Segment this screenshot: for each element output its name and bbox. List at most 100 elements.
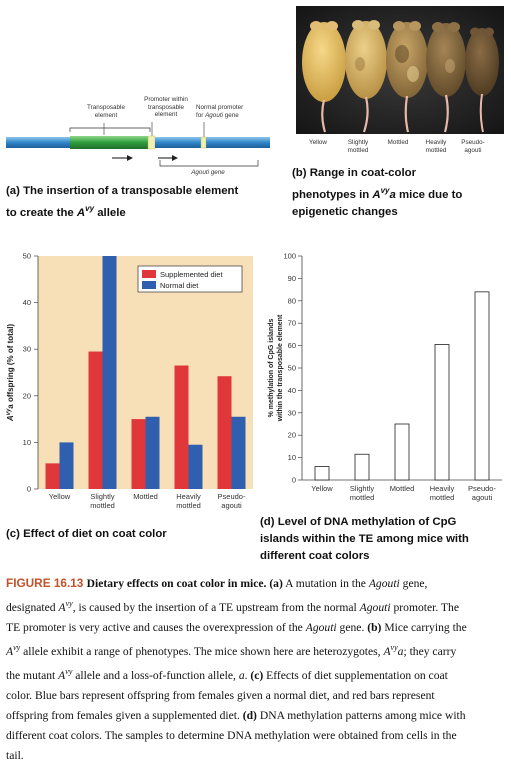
dna-strand-right	[155, 137, 270, 148]
panel-a: Transposable element Promoter within tra…	[0, 0, 275, 225]
figure-label: FIGURE 16.13	[6, 576, 87, 590]
bar-normal-mottled	[145, 416, 160, 489]
normal-promoter-band	[200, 136, 207, 149]
bar-normal-heavily-mottled	[188, 444, 203, 489]
bar-methylation-pseudo-agouti	[474, 291, 490, 481]
svg-text:% methylation of CpG islands: % methylation of CpG islands	[268, 319, 275, 418]
x-tick-label: Pseudo-	[468, 484, 496, 493]
panel-b: Yellow Slightly mottled Mottled Heavily …	[290, 0, 511, 225]
y-tick-label: 0	[27, 485, 31, 494]
x-tick-label: Heavily	[430, 484, 455, 493]
te-transcription-arrow	[127, 155, 133, 161]
x-tick-label: mottled	[90, 501, 115, 510]
caption-line: tail.	[6, 748, 24, 762]
y-tick-label: 50	[23, 252, 31, 261]
caption-line: the mutant Avy allele and a loss-of-func…	[6, 666, 448, 682]
mouse-mottled	[386, 21, 428, 133]
x-tick-label: agouti	[221, 501, 242, 510]
x-tick-label: Mottled	[390, 484, 415, 493]
figure-caption: FIGURE 16.13 Dietary effects on coat col…	[6, 573, 508, 766]
x-tick-label: Heavily	[176, 492, 201, 501]
bar-methylation-heavily-mottled	[434, 344, 450, 481]
legend-swatch	[142, 281, 156, 289]
svg-text:within the transposable elemen: within the transposable element	[277, 314, 284, 422]
mouse-label-mottled: Mottled	[387, 139, 409, 146]
y-tick-label: 100	[283, 252, 296, 261]
panel-c: 0 10 20 30 40 50 Yellow Slightly mottled Mottled H…	[0, 244, 260, 544]
caption-line: Avy allele exhibit a range of phenotypes…	[6, 642, 457, 658]
te-bracket	[69, 127, 151, 132]
transposable-element	[70, 136, 148, 149]
bar-normal-yellow	[59, 442, 74, 489]
dna-strand-left	[6, 137, 70, 148]
te-promoter-band	[147, 135, 156, 150]
y-tick-label: 20	[288, 431, 296, 440]
bar-normal-pseudo-agouti	[231, 416, 246, 489]
x-tick-label: mottled	[350, 493, 375, 502]
x-tick-label: Yellow	[49, 492, 71, 501]
x-tick-label: mottled	[430, 493, 455, 502]
caption-line: TE promoter is very active and causes th…	[6, 620, 467, 634]
bar-normal-slightly-mottled	[102, 256, 117, 489]
bar-supplemented-pseudo-agouti	[217, 376, 232, 489]
mouse-yellow	[302, 21, 346, 133]
bar-supplemented-heavily-mottled	[174, 365, 189, 489]
panel-d-title: (d) Level of DNA methylation of CpG isla…	[260, 516, 469, 562]
bar-methylation-slightly-mottled	[354, 453, 370, 481]
legend-label: Normal diet	[160, 281, 199, 290]
panel-c-title: (c) Effect of diet on coat color	[6, 528, 167, 540]
x-tick-label: agouti	[472, 493, 493, 502]
mouse-label-heavily-mottled: Heavily mottled	[425, 139, 447, 154]
bar-supplemented-slightly-mottled	[88, 351, 103, 489]
x-tick-label: mottled	[176, 501, 201, 510]
mice-photo	[296, 6, 504, 134]
panel-b-title: (b) Range in coat-color phenotypes in Av…	[292, 167, 463, 218]
y-tick-label: 50	[288, 364, 296, 373]
caption-line: designated Avy, is caused by the inserti…	[6, 599, 459, 614]
panel-d: 0 10 20 30 40 50 60 70 80 90 100 Yellow Slightly mott…	[255, 244, 511, 574]
caption-line: color. Blue bars represent offspring fro…	[6, 688, 435, 702]
x-tick-label: Slightly	[350, 484, 374, 493]
caption-line: offspring from females given a supplemen…	[6, 708, 466, 722]
x-tick-label: Yellow	[311, 484, 333, 493]
bar-supplemented-mottled	[131, 419, 146, 489]
te-label: Transposable element	[87, 104, 125, 119]
mouse-label-slightly-mottled: Slightly mottled	[347, 139, 369, 154]
y-tick-label: 70	[288, 319, 296, 328]
y-tick-label: 80	[288, 296, 296, 305]
y-tick-label: 60	[288, 341, 296, 350]
transposon-diagram	[6, 122, 270, 167]
gene-transcription-arrow	[172, 155, 178, 161]
y-axis-label: % methylation of CpG islands within the t…	[268, 314, 284, 422]
gene-bracket	[159, 160, 259, 167]
bar-methylation-yellow	[314, 466, 330, 481]
te-promoter-label: Promoter within transposable element	[144, 96, 188, 118]
y-tick-label: 0	[292, 476, 296, 485]
y-axis-label: Avya offspring (% of total)	[6, 323, 15, 422]
mouse-heavily-mottled	[426, 22, 466, 133]
mouse-label-yellow: Yellow	[309, 139, 327, 146]
x-tick-label: Slightly	[90, 492, 114, 501]
y-tick-label: 20	[23, 391, 31, 400]
x-tick-label: Mottled	[133, 492, 158, 501]
y-tick-label: 10	[23, 438, 31, 447]
legend-label: Supplemented diet	[160, 270, 223, 279]
y-tick-label: 40	[23, 298, 31, 307]
x-tick-label: Pseudo-	[218, 492, 246, 501]
bar-supplemented-yellow	[45, 463, 60, 489]
y-tick-label: 90	[288, 274, 296, 283]
caption-line: different coat colors. The samples to de…	[6, 728, 457, 742]
panel-a-title: (a) The insertion of a transposable elem…	[6, 185, 239, 219]
y-tick-label: 30	[23, 345, 31, 354]
mouse-slightly-mottled	[345, 20, 387, 133]
y-tick-label: 10	[288, 453, 296, 462]
legend-swatch	[142, 270, 156, 278]
gene-label: Agouti gene	[191, 169, 225, 176]
normal-promoter-label: Normal promoter for Agouti gene	[196, 104, 244, 119]
y-tick-label: 40	[288, 386, 296, 395]
bar-methylation-mottled	[394, 423, 410, 481]
caption-line: FIGURE 16.13 Dietary effects on coat col…	[6, 576, 428, 590]
mouse-label-pseudo-agouti: Pseudo- agouti	[461, 139, 485, 154]
y-tick-label: 30	[288, 408, 296, 417]
